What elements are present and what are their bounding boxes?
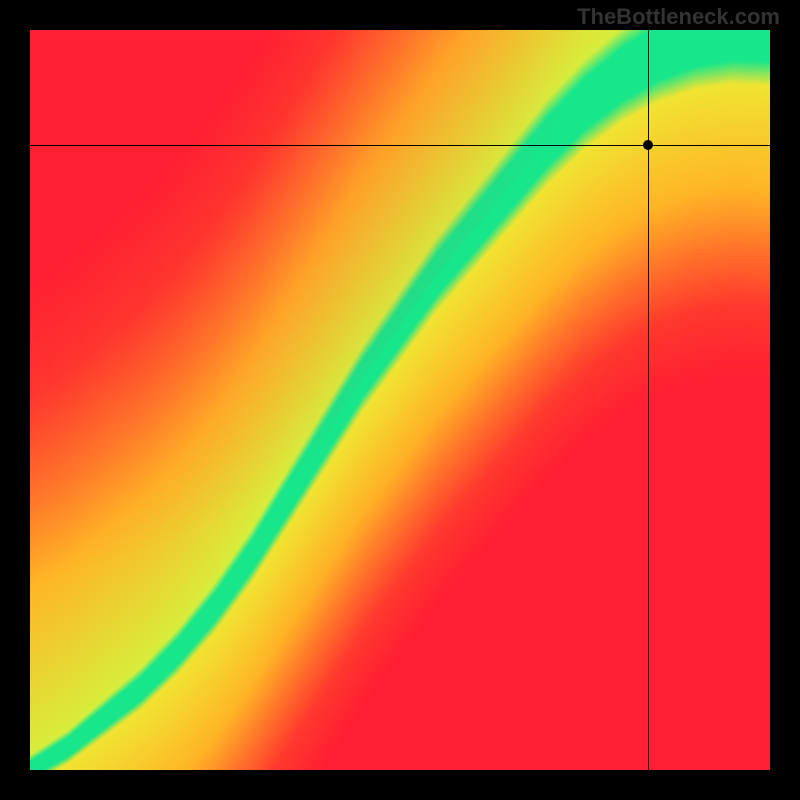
data-point-marker bbox=[643, 140, 653, 150]
plot-area bbox=[30, 30, 770, 770]
watermark-text: TheBottleneck.com bbox=[577, 4, 780, 30]
heatmap-canvas bbox=[30, 30, 770, 770]
chart-container: TheBottleneck.com bbox=[0, 0, 800, 800]
crosshair-horizontal bbox=[30, 145, 770, 146]
